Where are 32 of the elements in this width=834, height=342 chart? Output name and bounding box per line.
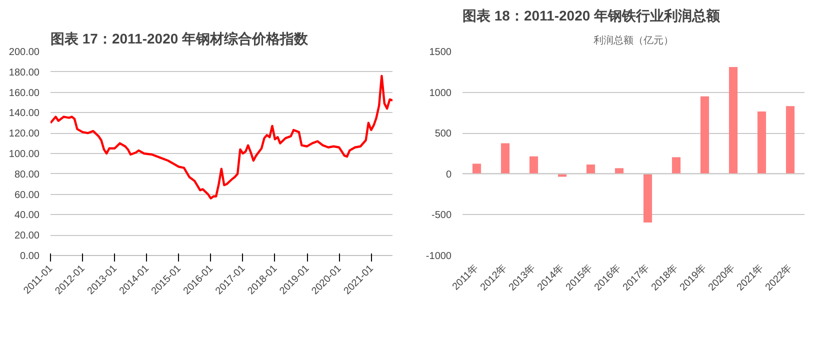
y-tick-label: 40.00 xyxy=(14,210,40,222)
bar xyxy=(614,168,624,174)
y-tick-label: 0 xyxy=(446,169,452,180)
bar xyxy=(672,157,681,174)
bar xyxy=(786,106,795,174)
bar xyxy=(700,96,710,174)
chart-title: 图表 18：2011-2020 年钢铁行业利润总额 xyxy=(462,8,722,24)
y-tick-label: 180.00 xyxy=(8,67,40,78)
y-tick-label: 0.00 xyxy=(20,251,40,262)
y-tick-label: 80.00 xyxy=(14,169,40,180)
y-tick-label: 1000 xyxy=(429,88,452,99)
y-tick-label: 140.00 xyxy=(8,108,40,120)
line-series xyxy=(50,74,392,200)
y-tick-label: 120.00 xyxy=(8,128,40,140)
y-tick-label: -1000 xyxy=(426,251,452,262)
y-tick-label: 160.00 xyxy=(8,88,40,99)
y-tick-label: 100.00 xyxy=(8,149,40,160)
bar xyxy=(728,67,738,174)
bar xyxy=(586,164,596,174)
bar xyxy=(472,164,482,174)
y-tick-label: 200.00 xyxy=(8,47,40,58)
chart-subtitle: 利润总额（亿元） xyxy=(594,34,674,46)
bar xyxy=(757,111,766,174)
y-tick-label: 60.00 xyxy=(14,190,40,201)
y-tick-label: 20.00 xyxy=(14,230,40,242)
chart-title: 图表 17：2011-2020 年钢材综合价格指数 xyxy=(50,30,310,46)
bar xyxy=(529,156,538,174)
bar xyxy=(643,174,652,222)
y-tick-label: 500 xyxy=(434,128,452,140)
y-tick-label: -500 xyxy=(431,210,452,222)
bar xyxy=(500,143,510,174)
y-tick-label: 1500 xyxy=(429,47,452,58)
